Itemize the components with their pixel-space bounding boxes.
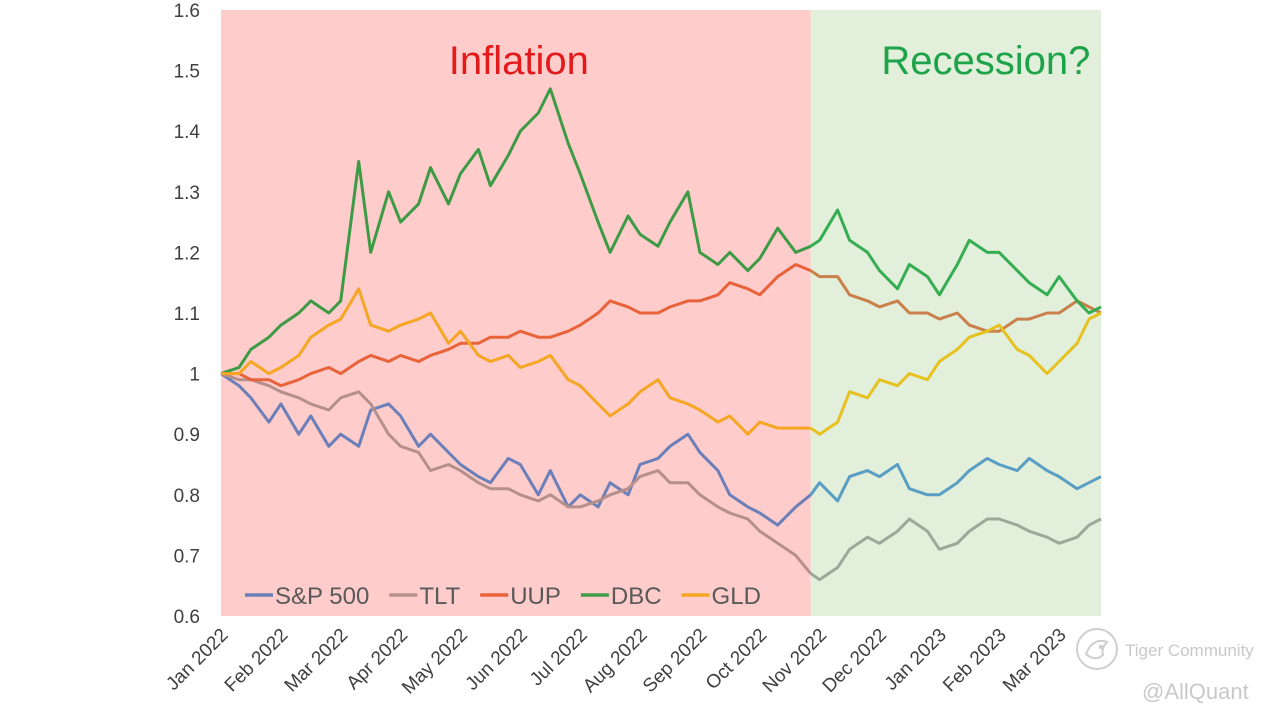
legend-label-gld: GLD [712,583,761,610]
legend-label-tlt: TLT [419,583,460,610]
legend-label-uup: UUP [510,583,561,610]
chart-series [220,87,1102,582]
y-tick-label: 1.1 [174,304,200,325]
y-tick-label: 0.9 [174,425,200,446]
x-tick-label: Jan 2023 [881,625,951,695]
y-tick-label: 0.7 [174,546,200,567]
y-tick-label: 1.4 [174,122,201,143]
x-tick-label: May 2022 [398,625,472,699]
x-tick-label: Mar 2023 [999,625,1071,697]
y-tick-label: 1.6 [174,1,200,22]
region-recession-label: Recession? [881,39,1090,83]
watermark: Tiger Community @AllQuant [1076,628,1254,704]
watermark-handle: @AllQuant [1142,679,1249,704]
legend: S&P 500 TLT UUP DBC GLD [245,583,761,610]
x-tick-label: Sep 2022 [639,625,711,697]
legend-label-s-p-500: S&P 500 [275,583,369,610]
x-tick-label: Aug 2022 [579,625,651,697]
x-tick-label: Mar 2022 [281,625,353,697]
x-tick-label: Feb 2023 [939,625,1011,697]
series-gld-line [221,287,811,436]
region-inflation-band [221,10,811,616]
y-axis: 0.6 0.7 0.8 0.9 1 1.1 1.2 1.3 1.4 1.5 1.6 [174,1,201,628]
series-uup-line-recession [809,269,1102,333]
series-s-p-500-line-recession [809,456,1102,503]
watermark-brand: Tiger Community [1125,641,1254,660]
y-tick-label: 1 [189,365,200,386]
series-gld-line-recession [809,311,1102,436]
y-tick-label: 1.3 [174,183,200,204]
series-uup-line [221,263,812,388]
series-dbc-line-recession [809,208,1102,315]
y-tick-label: 0.6 [174,607,200,628]
legend-label-dbc: DBC [611,583,662,610]
x-tick-label: Feb 2022 [221,625,293,697]
y-tick-label: 1.5 [174,62,200,83]
series-tlt-line [220,372,812,575]
series-tlt-line-recession [809,517,1102,582]
region-inflation-label: Inflation [449,39,589,83]
series-s-p-500-line [220,372,812,527]
y-tick-label: 0.8 [174,486,200,507]
x-tick-label: Dec 2022 [819,625,891,697]
series-dbc-line [220,87,812,376]
x-tick-label: Jun 2022 [462,625,532,695]
x-tick-label: Nov 2022 [759,625,831,697]
x-tick-label: Jan 2022 [162,625,232,695]
y-tick-label: 1.2 [174,243,200,264]
tiger-community-logo-icon [1076,628,1118,670]
